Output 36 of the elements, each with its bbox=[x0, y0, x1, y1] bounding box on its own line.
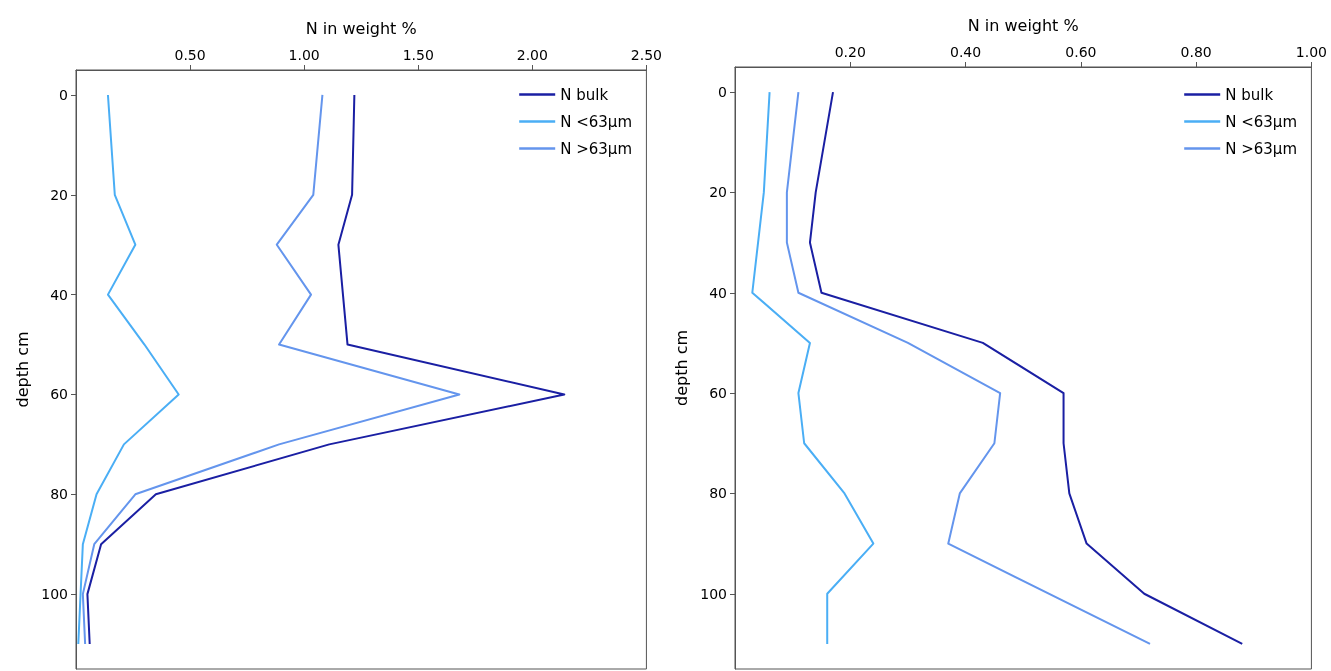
y-tick-label: 20 bbox=[50, 186, 68, 203]
x-tick-label: 0.80 bbox=[1180, 44, 1212, 60]
y-tick-label: 60 bbox=[50, 386, 68, 403]
x-tick-label: 0.60 bbox=[1065, 44, 1097, 60]
line-series bbox=[81, 93, 461, 646]
y-axis-title: depth cm bbox=[671, 329, 691, 407]
x-tick-label: 1.00 bbox=[288, 47, 320, 63]
line-series bbox=[751, 91, 875, 645]
x-tick-label: 0.20 bbox=[834, 44, 866, 60]
x-axis-title: N in weight % bbox=[305, 18, 417, 38]
y-tick-label: 100 bbox=[41, 586, 68, 603]
x-tick-label: 1.00 bbox=[1295, 44, 1327, 60]
line-series bbox=[77, 93, 180, 646]
legend-label: N >63µm bbox=[560, 139, 633, 158]
y-tick-label: 80 bbox=[709, 485, 727, 502]
legend-label: N <63µm bbox=[560, 112, 633, 131]
line-series bbox=[785, 91, 1152, 645]
legend-label: N >63µm bbox=[1225, 139, 1298, 158]
legend-label: N bulk bbox=[1225, 85, 1274, 104]
legend-label: N bulk bbox=[560, 85, 609, 104]
y-tick-label: 0 bbox=[718, 84, 727, 101]
x-tick-label: 0.40 bbox=[949, 44, 982, 60]
y-tick-label: 80 bbox=[50, 486, 68, 503]
y-tick-label: 40 bbox=[709, 284, 727, 301]
y-tick-label: 40 bbox=[50, 286, 68, 303]
x-tick-label: 1.50 bbox=[402, 47, 434, 63]
y-axis-title: depth cm bbox=[12, 331, 32, 408]
x-axis-title: N in weight % bbox=[967, 15, 1079, 35]
x-tick-label: 2.50 bbox=[630, 47, 662, 63]
legend-label: N <63µm bbox=[1225, 112, 1298, 131]
y-tick-label: 20 bbox=[709, 184, 727, 201]
y-tick-label: 100 bbox=[700, 585, 727, 602]
x-tick-label: 0.50 bbox=[174, 47, 206, 63]
x-tick-label: 2.00 bbox=[516, 47, 548, 63]
y-tick-label: 60 bbox=[709, 385, 727, 402]
y-tick-label: 0 bbox=[59, 86, 68, 103]
